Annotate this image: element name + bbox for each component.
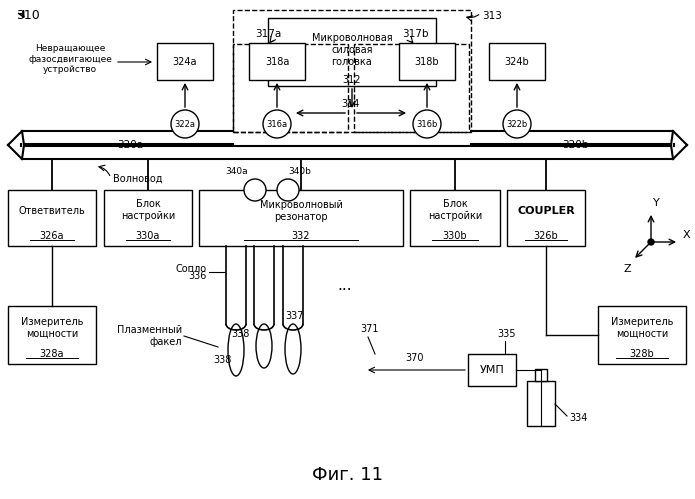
Bar (598, 306, 686, 364)
Text: 317b: 317b (402, 29, 428, 39)
Text: 336: 336 (188, 271, 207, 281)
Circle shape (171, 110, 199, 138)
Text: 322b: 322b (507, 119, 528, 129)
Bar (199, 190, 403, 246)
Bar (104, 190, 192, 246)
Circle shape (648, 239, 654, 245)
Circle shape (503, 110, 531, 138)
Bar (399, 43, 455, 80)
Text: Невращающее
фазосдвигающее
устройство: Невращающее фазосдвигающее устройство (28, 44, 112, 74)
Bar (8, 306, 96, 364)
Text: 317a: 317a (255, 29, 281, 39)
Text: 338: 338 (213, 355, 231, 365)
Circle shape (263, 110, 291, 138)
Bar (410, 190, 500, 246)
Bar (489, 43, 545, 80)
Circle shape (244, 179, 266, 201)
Text: Блок
настройки: Блок настройки (428, 199, 482, 221)
Text: 316b: 316b (416, 119, 438, 129)
Circle shape (277, 179, 299, 201)
Text: Блок
настройки: Блок настройки (121, 199, 175, 221)
Text: 312: 312 (343, 75, 361, 85)
Text: 322a: 322a (174, 119, 195, 129)
Bar (527, 381, 555, 426)
Text: Z: Z (623, 264, 631, 274)
Bar (535, 369, 547, 381)
Text: 326b: 326b (534, 231, 558, 241)
Text: 330b: 330b (443, 231, 467, 241)
Text: ...: ... (338, 278, 352, 293)
Text: 340a: 340a (226, 167, 248, 176)
Text: 371: 371 (361, 324, 379, 334)
Text: 324a: 324a (173, 57, 197, 67)
Text: 340b: 340b (288, 167, 311, 176)
Circle shape (413, 110, 441, 138)
Text: COUPLER: COUPLER (517, 206, 575, 216)
Text: Y: Y (653, 198, 660, 208)
Text: Плазменный
факел: Плазменный факел (117, 325, 182, 347)
Text: Волновод: Волновод (113, 174, 163, 184)
Bar (354, 44, 469, 132)
Text: Измеритель
мощности: Измеритель мощности (611, 317, 673, 339)
Bar (268, 18, 436, 86)
Bar (233, 44, 348, 132)
Text: Ответвитель: Ответвитель (19, 206, 85, 216)
Text: 326a: 326a (40, 231, 64, 241)
Text: Микроволновая
силовая
головка: Микроволновая силовая головка (311, 33, 392, 66)
Text: 337: 337 (286, 311, 304, 321)
Text: 328b: 328b (630, 349, 655, 359)
Text: 338: 338 (231, 329, 250, 339)
Bar (233, 10, 471, 132)
Bar (468, 354, 516, 386)
Text: 313: 313 (482, 11, 502, 21)
Text: УМП: УМП (480, 365, 505, 375)
Text: 324b: 324b (505, 57, 530, 67)
Text: Микроволновый
резонатор: Микроволновый резонатор (259, 200, 343, 222)
Bar (157, 43, 213, 80)
Text: 370: 370 (406, 353, 424, 363)
Text: 328a: 328a (40, 349, 64, 359)
Text: 332: 332 (292, 231, 310, 241)
Text: 334: 334 (569, 413, 587, 423)
Text: Фиг. 11: Фиг. 11 (313, 466, 384, 484)
Text: 320b: 320b (562, 140, 588, 150)
Text: 316a: 316a (266, 119, 288, 129)
Text: 335: 335 (498, 329, 516, 339)
Text: 318b: 318b (415, 57, 439, 67)
Text: 314: 314 (342, 99, 360, 109)
Bar (507, 190, 585, 246)
Text: 330a: 330a (136, 231, 160, 241)
Text: Измеритель
мощности: Измеритель мощности (21, 317, 83, 339)
Text: Сопло: Сопло (176, 264, 207, 274)
Text: X: X (683, 230, 691, 240)
Bar (8, 190, 96, 246)
Bar (249, 43, 305, 80)
Text: 310: 310 (16, 9, 40, 22)
Text: 320a: 320a (117, 140, 143, 150)
Text: 318a: 318a (265, 57, 289, 67)
